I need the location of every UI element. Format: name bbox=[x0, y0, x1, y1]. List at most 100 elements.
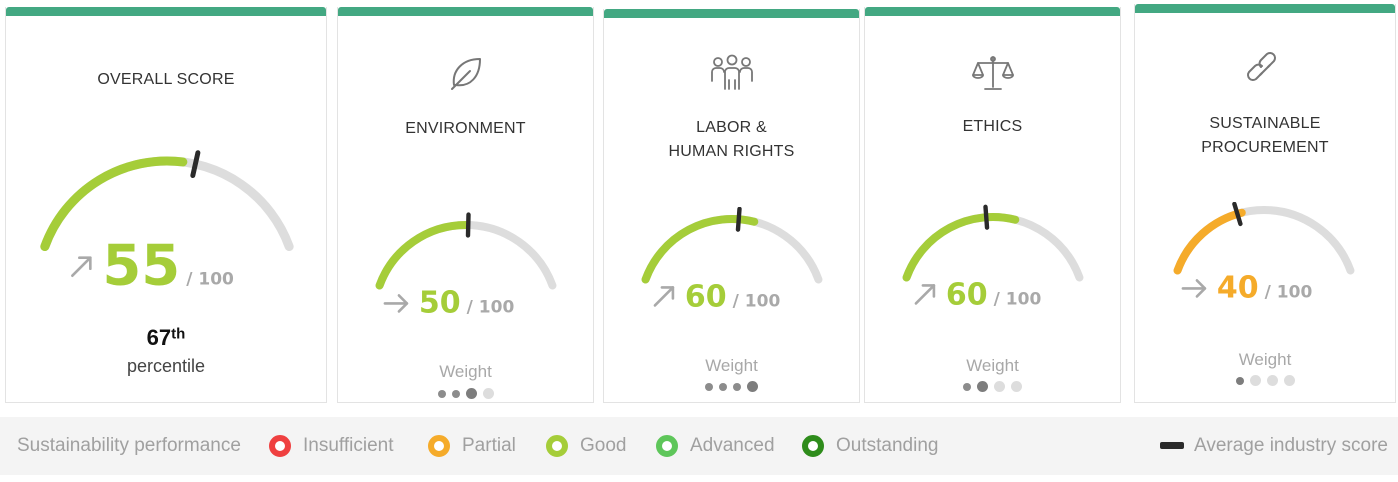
procurement-title-text: SUSTAINABLE PROCUREMENT bbox=[1201, 115, 1329, 156]
card-top-bar bbox=[1135, 4, 1395, 13]
weight-dot-active bbox=[719, 382, 727, 391]
weight-dot-inactive bbox=[1011, 381, 1022, 392]
score-value: 40 bbox=[1217, 270, 1259, 305]
card-top-bar bbox=[6, 7, 326, 16]
weight-dot-active bbox=[1235, 376, 1244, 385]
score-max: / 100 bbox=[186, 270, 234, 290]
gauge-score-arc bbox=[902, 213, 1020, 282]
average-industry-marker bbox=[735, 207, 742, 232]
weight-dot-active bbox=[465, 388, 477, 399]
weight-dot-inactive bbox=[1283, 375, 1295, 386]
performance-legend: Sustainability performance Insufficient … bbox=[0, 417, 1398, 475]
weight-dot-active bbox=[705, 382, 713, 391]
weight-dot-inactive bbox=[1266, 375, 1278, 386]
weight-label: Weight bbox=[966, 356, 1019, 375]
weight-dots bbox=[604, 381, 859, 392]
weight-dot-active bbox=[437, 389, 446, 398]
weight-dot-active bbox=[977, 381, 988, 392]
labor-title: LABOR & HUMAN RIGHTS bbox=[604, 116, 859, 164]
weight-dot-inactive bbox=[482, 388, 494, 399]
percentile-suffix: th bbox=[171, 325, 186, 343]
score-value: 60 bbox=[685, 279, 727, 314]
weight-dot-active bbox=[733, 382, 741, 391]
scales-icon bbox=[865, 53, 1120, 98]
legend-ring-icon bbox=[546, 435, 568, 457]
legend-ring-icon bbox=[802, 435, 824, 457]
average-marker-icon bbox=[1160, 442, 1184, 449]
weight-dots bbox=[338, 388, 593, 399]
ethics-card[interactable]: ETHICS 60 / 100 Weight bbox=[864, 7, 1121, 403]
weight-label: Weight bbox=[705, 356, 758, 375]
trend-up-arrow-icon bbox=[653, 286, 675, 307]
card-top-bar bbox=[865, 7, 1120, 16]
environment-gauge: 50 / 100 bbox=[375, 212, 557, 320]
weight-label: Weight bbox=[1238, 350, 1292, 369]
leaf-icon bbox=[338, 53, 593, 98]
average-industry-marker bbox=[1232, 202, 1243, 227]
gauge-track bbox=[1173, 206, 1355, 275]
sustainable-procurement-card[interactable]: SUSTAINABLE PROCUREMENT 40 / 100 Weight bbox=[1134, 4, 1396, 403]
trend-up-arrow-icon bbox=[914, 284, 936, 305]
overall-score-gauge: 55 / 100 bbox=[40, 150, 294, 299]
legend-ring-icon bbox=[269, 435, 291, 457]
gauge-score-text: 50 / 100 bbox=[419, 285, 515, 320]
trend-up-arrow-icon bbox=[71, 256, 92, 277]
people-icon bbox=[604, 53, 859, 98]
score-value: 60 bbox=[946, 277, 988, 312]
score-max: / 100 bbox=[467, 297, 515, 317]
legend-label: Advanced bbox=[690, 435, 775, 456]
average-industry-marker bbox=[465, 212, 471, 238]
weight-dot-active bbox=[747, 381, 758, 392]
legend-label: Partial bbox=[462, 435, 516, 456]
labor-human-rights-card[interactable]: LABOR & HUMAN RIGHTS 60 / 100 Weight bbox=[603, 9, 860, 403]
environment-title: ENVIRONMENT bbox=[405, 120, 526, 137]
procurement-gauge: 40 / 100 bbox=[1173, 202, 1355, 305]
overall-score-card: OVERALL SCORE 55 / 100 67th percentile bbox=[5, 7, 327, 403]
gauge-score-text: 60 / 100 bbox=[946, 277, 1042, 312]
percentile-value: 67th bbox=[6, 325, 326, 351]
gauge-track bbox=[902, 213, 1084, 282]
legend-ring-icon bbox=[656, 435, 678, 457]
weight-dot-inactive bbox=[1249, 375, 1261, 386]
trend-flat-arrow-icon bbox=[383, 294, 409, 313]
legend-label: Outstanding bbox=[836, 435, 939, 456]
ethics-gauge: 60 / 100 bbox=[902, 204, 1084, 312]
labor-gauge: 60 / 100 bbox=[641, 207, 823, 314]
trend-flat-arrow-icon bbox=[1181, 279, 1207, 298]
legend-label: Good bbox=[580, 435, 627, 456]
overall-score-title: OVERALL SCORE bbox=[97, 71, 235, 88]
legend-label: Average industry score bbox=[1194, 435, 1388, 456]
legend-label: Insufficient bbox=[303, 435, 394, 456]
ethics-title: ETHICS bbox=[962, 118, 1023, 135]
score-value: 50 bbox=[419, 285, 461, 320]
gauge-score-text: 60 / 100 bbox=[685, 279, 781, 314]
percentile-number: 67 bbox=[146, 325, 172, 350]
legend-title: Sustainability performance bbox=[17, 435, 241, 456]
average-industry-marker bbox=[983, 204, 990, 230]
gauge-score-arc bbox=[40, 156, 188, 252]
weight-dots bbox=[865, 381, 1120, 392]
gauge-score-arc bbox=[1173, 208, 1246, 275]
card-top-bar bbox=[604, 9, 859, 18]
score-max: / 100 bbox=[733, 291, 781, 311]
weight-dot-active bbox=[451, 389, 460, 398]
percentile-label: percentile bbox=[126, 356, 206, 376]
weight-dot-active bbox=[963, 382, 971, 391]
score-max: / 100 bbox=[994, 289, 1042, 309]
environment-card[interactable]: ENVIRONMENT 50 / 100 Weight bbox=[337, 7, 594, 403]
weight-dots bbox=[1135, 375, 1395, 386]
gauge-score-arc bbox=[375, 221, 470, 290]
weight-dot-inactive bbox=[994, 381, 1005, 392]
gauge-track bbox=[641, 215, 823, 284]
gauge-score-text: 55 / 100 bbox=[102, 234, 234, 299]
chain-link-icon bbox=[1135, 50, 1395, 95]
labor-title-text: LABOR & HUMAN RIGHTS bbox=[668, 119, 795, 160]
legend-ring-icon bbox=[428, 435, 450, 457]
score-value: 55 bbox=[102, 234, 180, 299]
average-industry-marker bbox=[190, 150, 201, 179]
card-top-bar bbox=[338, 7, 593, 16]
weight-label: Weight bbox=[439, 362, 492, 381]
score-max: / 100 bbox=[1265, 282, 1313, 302]
procurement-title: SUSTAINABLE PROCUREMENT bbox=[1135, 112, 1395, 160]
gauge-score-text: 40 / 100 bbox=[1217, 270, 1313, 305]
